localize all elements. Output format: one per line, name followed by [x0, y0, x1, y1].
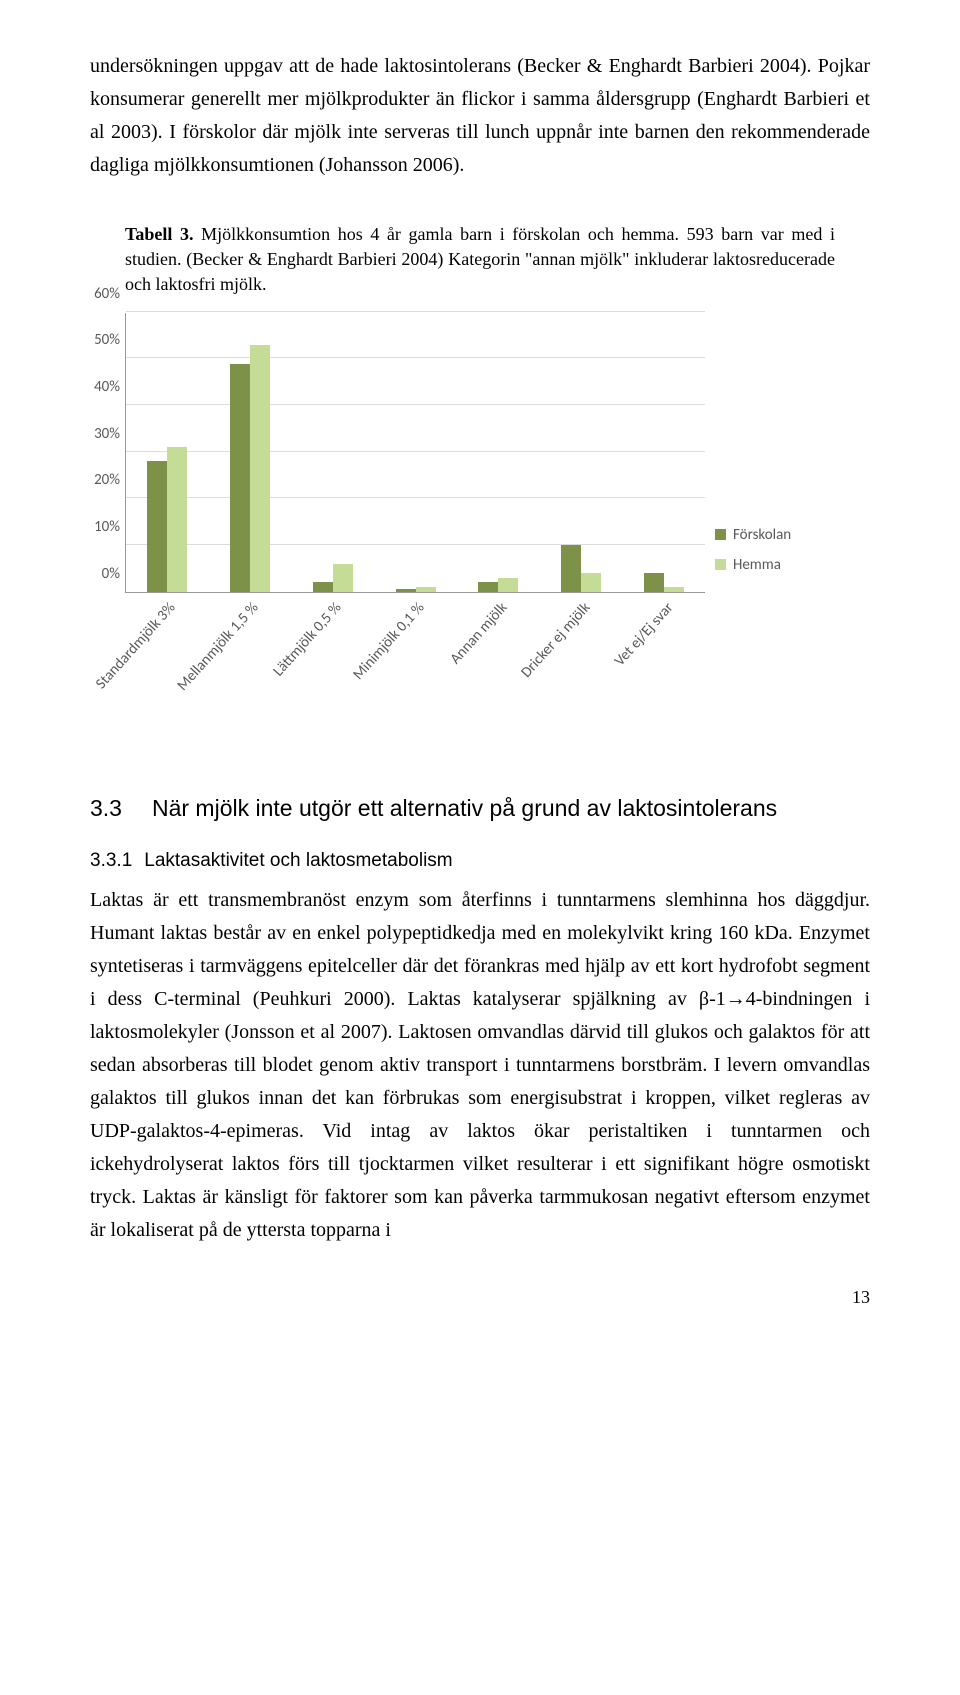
bar-group — [291, 313, 374, 592]
legend-label: Förskolan — [733, 526, 791, 544]
paragraph-bottom: Laktas är ett transmembranöst enzym som … — [90, 884, 870, 1247]
subsection-heading: 3.3.1 Laktasaktivitet och laktosmetaboli… — [90, 850, 870, 872]
legend-item: Hemma — [715, 556, 835, 574]
chart-bar — [396, 589, 416, 591]
section-number: 3.3 — [90, 795, 122, 822]
bar-group — [622, 313, 705, 592]
bar-group — [126, 313, 209, 592]
x-axis-label: Annan mjölk — [447, 599, 512, 668]
chart-bar — [498, 578, 518, 592]
chart-bar — [416, 587, 436, 592]
chart-bar — [561, 545, 581, 592]
paragraph-top: undersökningen uppgav att de hade laktos… — [90, 50, 870, 182]
y-axis-label: 40% — [94, 378, 120, 396]
y-axis-label: 60% — [94, 285, 120, 303]
table-caption-text: Mjölkkonsumtion hos 4 år gamla barn i fö… — [125, 224, 835, 294]
y-axis-label: 50% — [94, 331, 120, 349]
legend-item: Förskolan — [715, 526, 835, 544]
subsection-title: Laktasaktivitet och laktosmetabolism — [144, 850, 452, 872]
chart-bar — [581, 573, 601, 592]
section-heading: 3.3 När mjölk inte utgör ett alternativ … — [90, 795, 870, 822]
table-caption-label: Tabell 3. — [125, 224, 193, 244]
chart-bar — [147, 461, 167, 591]
gridline — [126, 311, 705, 312]
legend-swatch — [715, 529, 726, 540]
chart-bar — [664, 587, 684, 592]
chart-bar — [250, 345, 270, 591]
chart-bar — [478, 582, 498, 591]
y-axis-label: 0% — [102, 565, 120, 583]
y-axis-label: 10% — [94, 518, 120, 536]
chart-legend: Förskolan Hemma — [715, 365, 835, 735]
page-number: 13 — [90, 1287, 870, 1308]
subsection-number: 3.3.1 — [90, 850, 132, 872]
bar-group — [457, 313, 540, 592]
bar-group — [374, 313, 457, 592]
chart-bar — [167, 447, 187, 591]
section-title: När mjölk inte utgör ett alternativ på g… — [152, 795, 777, 822]
chart-bar — [644, 573, 664, 592]
chart-bar — [333, 564, 353, 592]
bar-group — [540, 313, 623, 592]
table-caption: Tabell 3. Mjölkkonsumtion hos 4 år gamla… — [125, 222, 835, 298]
legend-label: Hemma — [733, 556, 781, 574]
chart-bar — [230, 364, 250, 592]
legend-swatch — [715, 559, 726, 570]
x-axis-label: Standardmjölk 3% — [93, 599, 180, 693]
y-axis-label: 20% — [94, 471, 120, 489]
y-axis-label: 30% — [94, 425, 120, 443]
milk-consumption-chart: 0%10%20%30%40%50%60% Standardmjölk 3%Mel… — [125, 313, 835, 735]
chart-bar — [313, 582, 333, 591]
bar-group — [209, 313, 292, 592]
